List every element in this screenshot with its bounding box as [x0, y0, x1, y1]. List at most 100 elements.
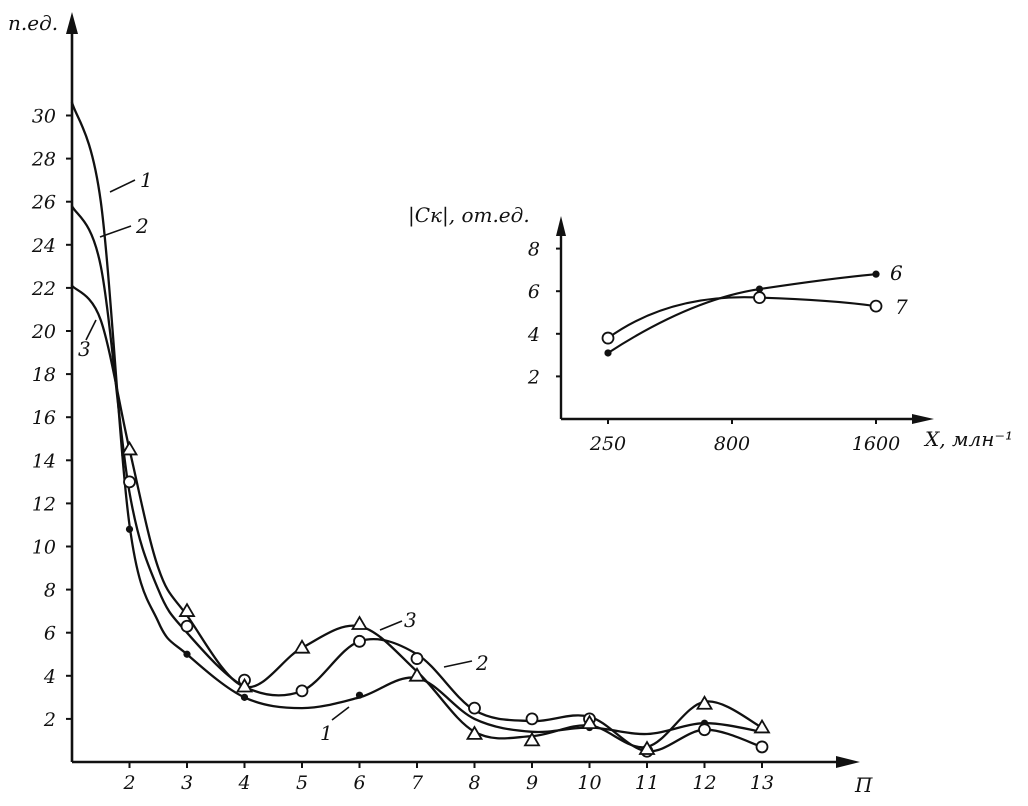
inset-curve-number-label: 7	[895, 295, 908, 319]
series-2-point	[698, 723, 711, 737]
inset-curves	[606, 273, 878, 355]
series-1-point	[240, 693, 249, 701]
series-3-point	[178, 602, 196, 617]
inset-y-tick-label: 8	[528, 239, 540, 261]
series-2-point	[180, 619, 194, 633]
series-2-line	[70, 204, 764, 753]
main-x-tick-label: 7	[411, 772, 424, 794]
series-2-point	[468, 701, 481, 715]
inset-series-7-line	[606, 296, 878, 340]
main-y-tick-label: 12	[32, 493, 56, 515]
main-x-tick-label: 10	[577, 772, 601, 794]
main-x-tick-label: 2	[122, 772, 135, 794]
main-x-tick-label: 6	[353, 772, 365, 794]
main-axes	[66, 12, 860, 768]
main-y-tick-label: 6	[44, 623, 56, 645]
inset-x-tick-label: 800	[714, 433, 750, 455]
main-y-tick-label: 16	[32, 407, 56, 429]
series-1-point	[183, 650, 191, 658]
curve-label-leader	[379, 620, 403, 631]
series-1-point	[355, 691, 364, 699]
main-y-axis-arrow	[66, 12, 78, 34]
main-y-tick-label: 18	[32, 364, 56, 386]
inset-x-axis-title: X, млн⁻¹	[923, 427, 1013, 451]
series-3-point	[293, 639, 311, 654]
series-2-point	[410, 652, 424, 665]
inset-series-6-point	[604, 349, 612, 357]
main-y-tick-label: 14	[32, 450, 56, 472]
main-x-axis-title: П	[854, 773, 873, 797]
inset-series-6-line	[606, 273, 878, 355]
main-y-tick-label: 28	[31, 149, 56, 171]
curve-label-leader	[443, 660, 473, 668]
main-y-tick-label: 2	[43, 709, 56, 731]
series-2-point	[353, 634, 366, 648]
main-y-tick-label: 4	[43, 666, 56, 688]
main-y-tick-label: 26	[31, 192, 56, 214]
main-y-tick-label: 24	[31, 235, 56, 257]
inset-x-axis-arrow	[912, 414, 934, 424]
main-y-tick-label: 22	[31, 278, 56, 300]
series-3-point	[523, 731, 541, 747]
curve-number-label: 1	[320, 721, 333, 745]
inset-y-tick-label: 4	[527, 324, 540, 346]
main-x-axis-arrow	[836, 756, 860, 768]
series-3-point	[695, 695, 714, 710]
series-3-point	[408, 667, 426, 682]
main-x-tick-label: 4	[237, 772, 250, 794]
main-curves	[70, 101, 764, 753]
main-y-tick-label: 30	[32, 106, 56, 128]
main-y-tick-label: 10	[32, 537, 56, 559]
inset-x-tick-label: 1600	[852, 433, 900, 455]
inset-points	[601, 270, 883, 357]
main-x-tick-label: 8	[468, 772, 480, 794]
inset-tick-labels: 2 4 6 8 250 800 1600	[527, 239, 900, 455]
series-3-point	[638, 740, 656, 755]
main-x-tick-label: 5	[296, 772, 308, 794]
main-y-tick-label: 8	[44, 580, 56, 602]
inset-series-7-point	[869, 299, 883, 313]
inset-y-axis-title: |Cк|, от.ед.	[408, 203, 530, 228]
main-x-tick-label: 11	[635, 772, 659, 794]
inset-x-tick-label: 250	[589, 433, 626, 455]
main-x-tick-label: 3	[181, 772, 193, 794]
series-2-point	[525, 712, 539, 726]
main-y-axis-title: п.ед.	[8, 11, 58, 35]
main-x-tick-label: 9	[526, 772, 538, 794]
series-3-point	[120, 440, 139, 456]
main-points	[120, 440, 771, 758]
series-1-point	[125, 525, 134, 533]
series-2-point	[755, 740, 769, 754]
inset-y-tick-label: 6	[528, 281, 540, 303]
inset-series-7-point	[753, 291, 766, 304]
inset-curve-labels: 67	[890, 261, 908, 319]
curve-number-label: 2	[475, 651, 489, 675]
series-2-point	[295, 684, 309, 698]
series-2-point	[123, 475, 136, 489]
series-3-point	[235, 677, 254, 693]
inset-series-7-point	[601, 331, 615, 345]
curve-number-label: 1	[140, 168, 153, 192]
curve-label-leader	[109, 179, 136, 193]
main-x-tick-label: 13	[750, 772, 774, 794]
series-3-point	[753, 718, 771, 734]
inset-y-axis-arrow	[556, 216, 566, 236]
series-3-line	[70, 284, 764, 749]
main-x-tick-label: 12	[692, 772, 716, 794]
series-3-point	[350, 615, 369, 630]
main-y-tick-label: 20	[31, 321, 56, 343]
inset-y-tick-label: 2	[527, 366, 540, 388]
curve-number-label: 2	[135, 214, 149, 238]
curve-label-leader	[99, 225, 132, 238]
curve-number-label: 3	[404, 608, 417, 632]
series-3-point	[580, 714, 599, 730]
series-3-point	[465, 725, 484, 740]
inset-axes	[556, 216, 934, 424]
inset-series-6-point	[755, 285, 764, 293]
inset-curve-number-label: 6	[890, 261, 903, 285]
curve-label-leader	[85, 319, 97, 341]
